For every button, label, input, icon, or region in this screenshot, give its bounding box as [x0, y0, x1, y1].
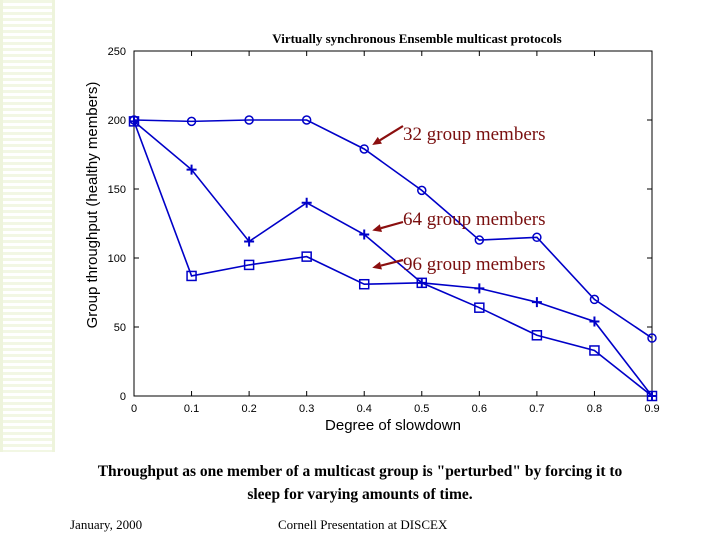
callout-label: 32 group members [403, 124, 545, 145]
slide-caption: Throughput as one member of a multicast … [30, 460, 690, 506]
data-point-plus [474, 283, 485, 294]
data-point-plus [301, 197, 312, 208]
series-line-1 [133, 119, 653, 339]
data-point-plus [359, 229, 370, 240]
data-point-circle [647, 333, 657, 343]
data-point-plus [589, 316, 600, 327]
data-point-plus [416, 277, 427, 288]
data-point-plus [244, 236, 255, 247]
data-point-square [358, 278, 370, 290]
y-tick-label: 100 [108, 253, 126, 265]
y-tick-label: 0 [120, 391, 126, 403]
x-tick-label: 0.5 [414, 403, 429, 415]
data-point-circle [301, 115, 312, 125]
x-tick-label: 0.4 [357, 403, 372, 415]
data-point-circle [589, 294, 600, 305]
data-point-circle [186, 116, 197, 127]
slide-edge-pattern [0, 0, 55, 452]
data-point-square [531, 330, 543, 341]
label-layer: 0 0.1 0.2 0.3 0.4 0.5 0.6 0.7 0.8 0.9 0 50 100 150 200… [84, 31, 660, 434]
x-tick-label: 0.7 [529, 403, 544, 415]
footer-event: Cornell Presentation at DISCEX [278, 517, 448, 532]
x-tick-label: 0.6 [472, 403, 487, 415]
callout-label: 64 group members [403, 209, 545, 230]
chart-title: Virtually synchronous Ensemble multicast… [272, 31, 561, 46]
throughput-chart: 0 0.1 0.2 0.3 0.4 0.5 0.6 0.7 0.8 0.9 0 50 100 150 200… [84, 31, 660, 434]
callout-label: 96 group members [403, 254, 545, 275]
x-tick-label: 0.9 [644, 403, 659, 415]
data-point-square [243, 259, 255, 271]
y-tick-label: 250 [108, 46, 126, 58]
caption-line-1: Throughput as one member of a multicast … [97, 463, 623, 480]
data-point-square [128, 116, 140, 127]
data-point-square [474, 302, 485, 313]
data-point-plus [531, 297, 542, 308]
series-layer [133, 119, 653, 397]
callout-arrow-shaft [380, 258, 404, 267]
y-axis-label: Group throughput (healthy members) [84, 82, 101, 329]
series-line-2 [133, 120, 653, 397]
data-point-circle [474, 235, 485, 245]
data-point-circle [532, 232, 542, 243]
data-point-square [186, 270, 197, 282]
marker-layer [128, 115, 658, 402]
callout-arrow-head [372, 261, 382, 270]
callout-arrow-head [372, 224, 382, 232]
data-point-square [646, 390, 658, 402]
x-tick-label: 0.8 [587, 403, 602, 415]
x-tick-label: 0.2 [241, 403, 256, 415]
x-tick-label: 0.3 [299, 403, 314, 415]
y-tick-label: 50 [114, 322, 126, 334]
callout-arrow-shaft [380, 220, 404, 230]
y-tick-label: 150 [108, 184, 126, 196]
data-point-circle [359, 144, 369, 154]
footer-date: January, 2000 [70, 517, 143, 532]
data-point-circle [417, 185, 427, 196]
callout-arrow-shaft [379, 125, 404, 142]
plot-area-border [133, 50, 653, 397]
data-point-plus [647, 391, 657, 401]
x-axis-label: Degree of slowdown [325, 417, 461, 434]
y-tick-label: 200 [108, 115, 126, 127]
series-line-3 [133, 121, 653, 397]
data-point-square [589, 345, 600, 356]
callout-arrow-head [372, 136, 382, 145]
caption-line-2: sleep for varying amounts of time. [247, 486, 473, 503]
x-tick-label: 0.1 [184, 403, 199, 415]
data-point-circle [244, 115, 254, 125]
data-point-square [416, 277, 428, 289]
x-tick-label: 0 [131, 403, 137, 415]
data-point-plus [186, 164, 197, 175]
data-point-plus [129, 116, 139, 127]
plot-frame [133, 50, 653, 397]
data-point-square [301, 251, 312, 262]
